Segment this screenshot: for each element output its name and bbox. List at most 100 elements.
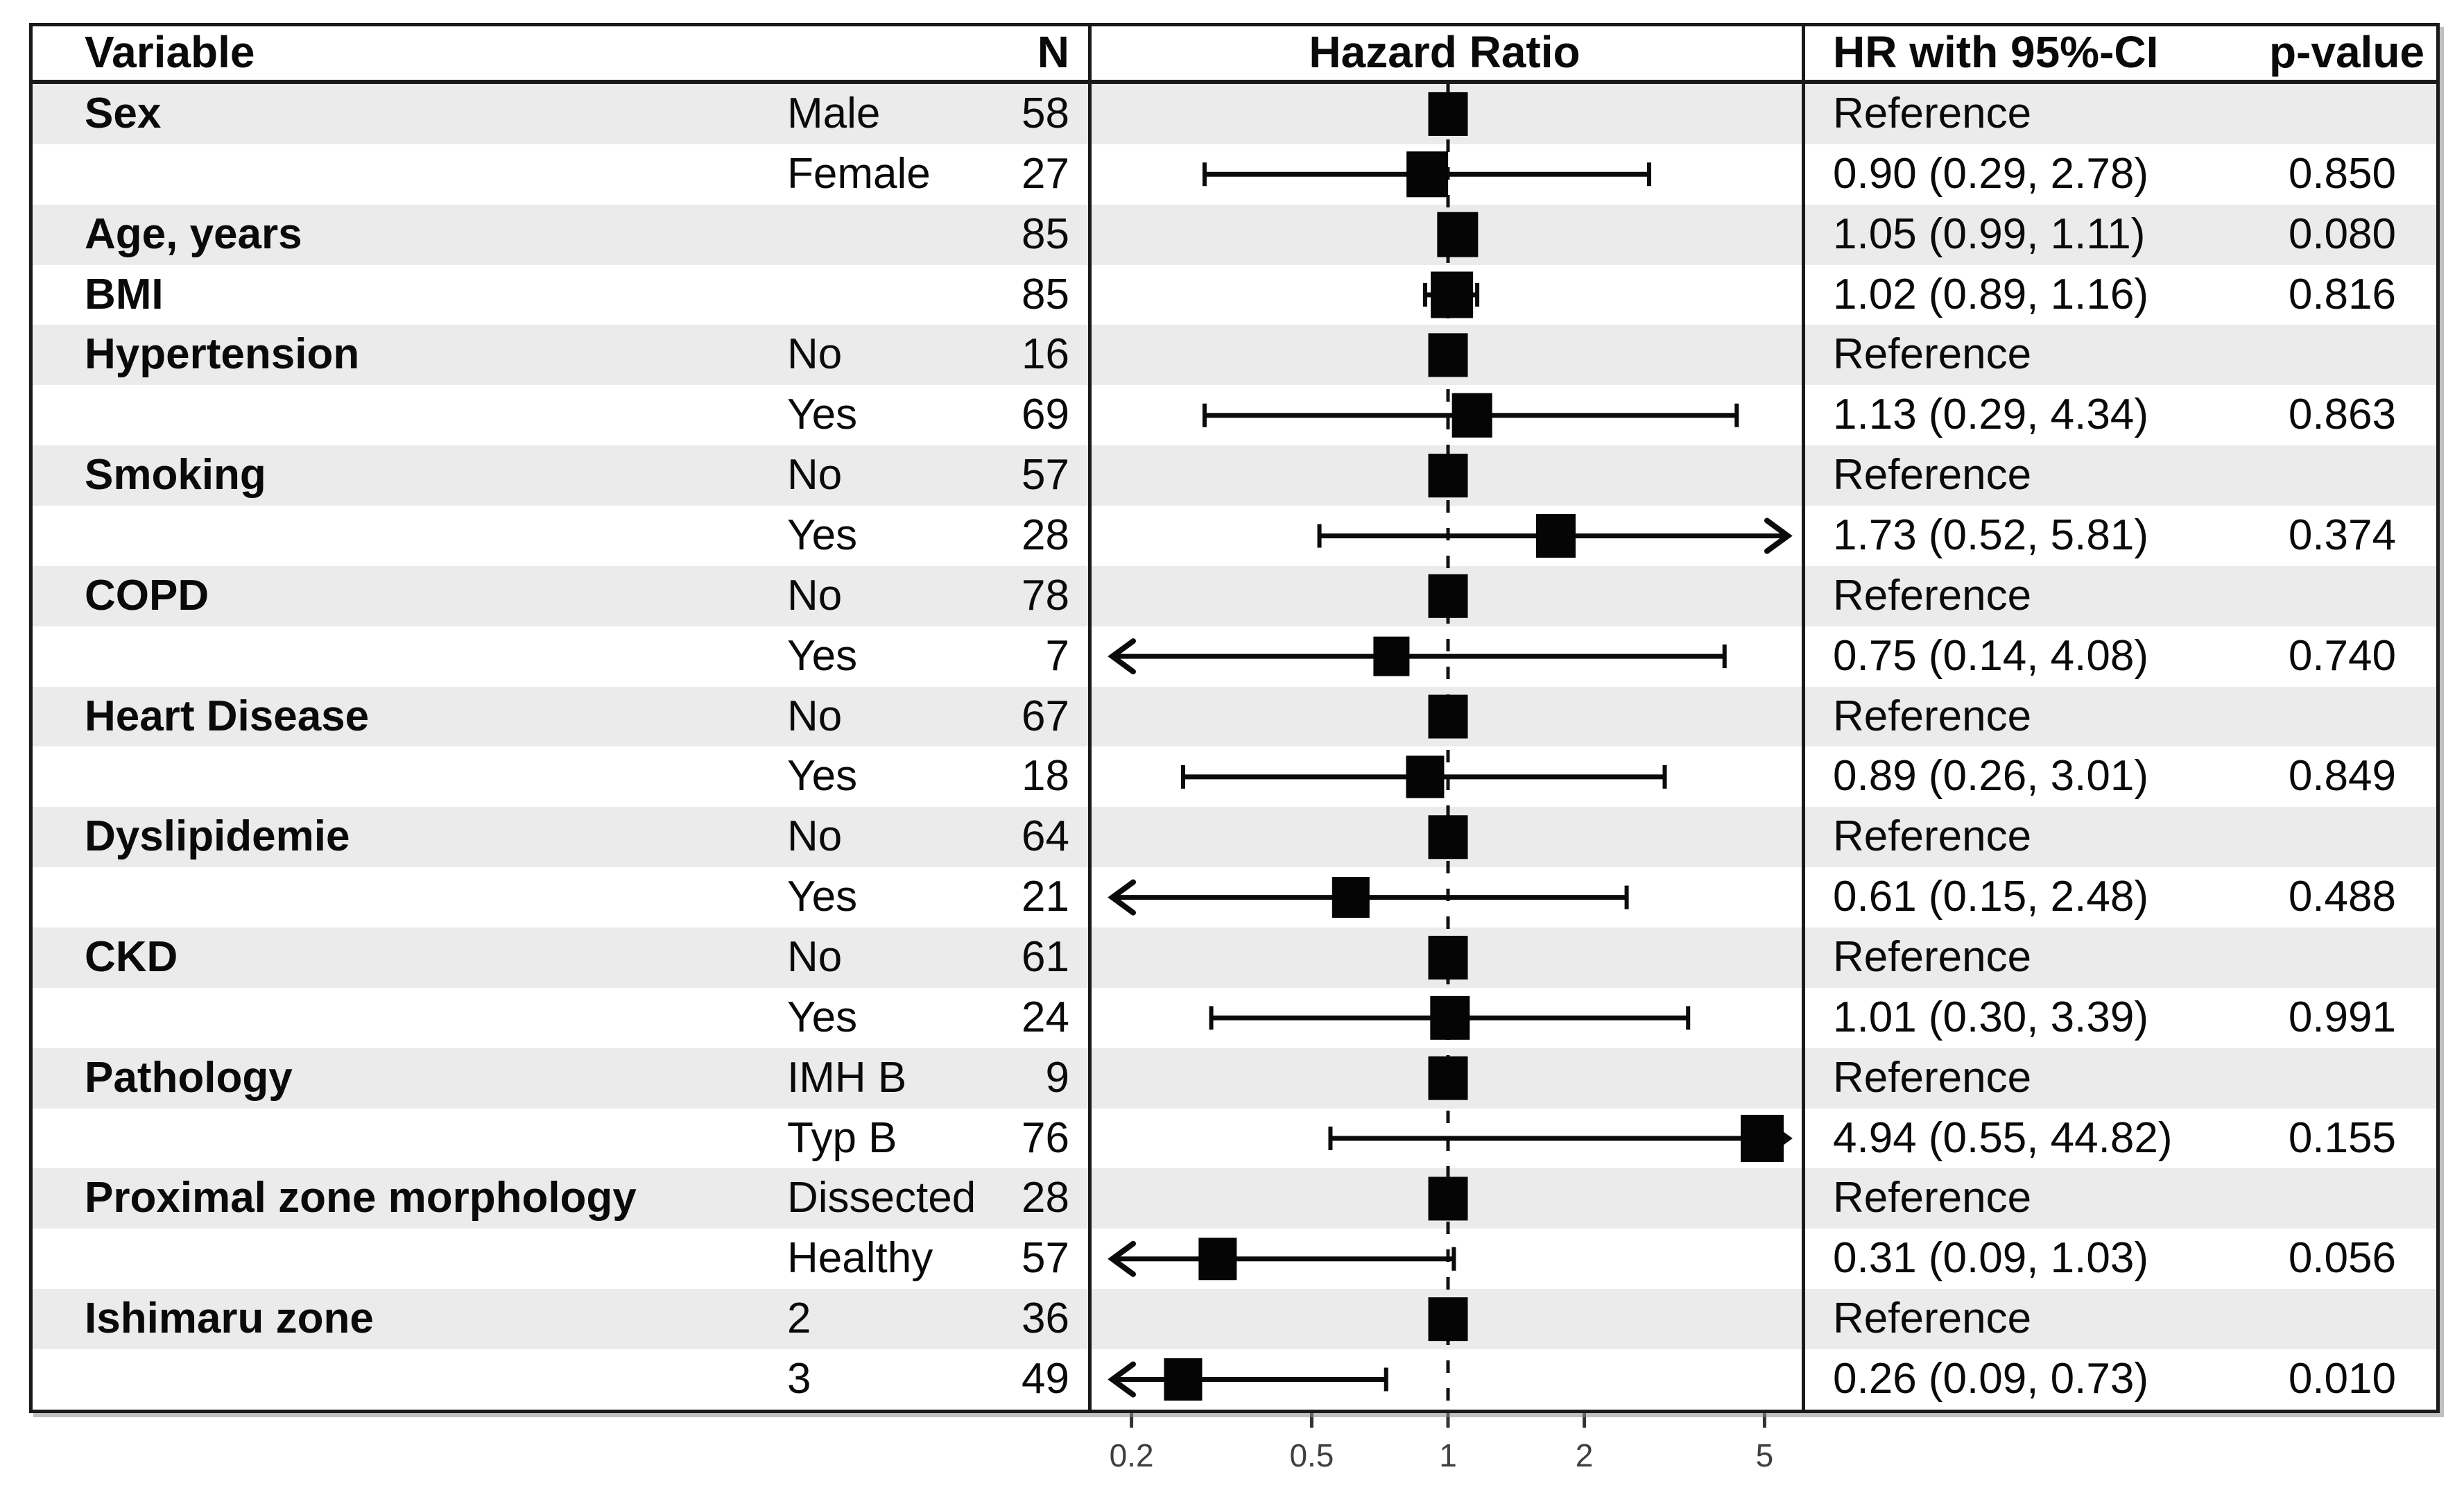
reference-label: Reference: [1833, 451, 2032, 499]
level-label: No: [787, 933, 843, 982]
hr-square-marker: [1373, 636, 1410, 676]
n-value: 49: [1022, 1355, 1069, 1403]
reference-square-marker: [1428, 92, 1468, 136]
p-value: 0.863: [2288, 391, 2396, 439]
column-header-variable: Variable: [85, 27, 255, 77]
table-row-stripe: [33, 1047, 2436, 1109]
variable-label: Proximal zone morphology: [85, 1174, 637, 1222]
hr-square-marker: [1406, 755, 1445, 798]
variable-label: Hypertension: [85, 330, 360, 379]
level-label: No: [787, 330, 843, 379]
n-value: 28: [1022, 511, 1069, 560]
reference-label: Reference: [1833, 692, 2032, 740]
level-label: 3: [787, 1355, 811, 1403]
p-value: 0.488: [2288, 873, 2396, 921]
n-value: 76: [1022, 1113, 1069, 1162]
hr-square-marker: [1198, 1238, 1237, 1281]
reference-square-marker: [1428, 1177, 1468, 1221]
table-row-stripe: [33, 1168, 2436, 1229]
column-header-hr-ci: HR with 95%-CI: [1833, 27, 2159, 77]
reference-label: Reference: [1833, 1174, 2032, 1222]
hr-ci-value: 0.90 (0.29, 2.78): [1833, 149, 2148, 198]
n-value: 36: [1022, 1294, 1069, 1343]
ci-arrow-right: [1764, 518, 1793, 554]
level-label: Typ B: [787, 1113, 897, 1162]
table-row-stripe: [33, 686, 2436, 747]
level-label: Yes: [787, 873, 858, 921]
hr-square-marker: [1437, 212, 1479, 257]
hr-ci-value: 0.75 (0.14, 4.08): [1833, 631, 2148, 680]
axis-tick-label: 5: [1756, 1437, 1774, 1473]
level-label: Yes: [787, 752, 858, 801]
n-value: 64: [1022, 812, 1069, 861]
hr-ci-value: 0.26 (0.09, 0.73): [1833, 1355, 2148, 1403]
p-value: 0.155: [2288, 1113, 2396, 1162]
table-row-stripe: [33, 325, 2436, 386]
reference-square-marker: [1428, 333, 1468, 377]
p-value: 0.080: [2288, 209, 2396, 258]
variable-label: Ishimaru zone: [85, 1294, 374, 1343]
p-value: 0.010: [2288, 1355, 2396, 1403]
ci-arrow-left: [1108, 1361, 1136, 1398]
variable-label: BMI: [85, 270, 164, 318]
variable-label: Sex: [85, 89, 162, 137]
level-label: Yes: [787, 391, 858, 439]
column-header-n: N: [1037, 27, 1069, 77]
level-label: Healthy: [787, 1234, 933, 1283]
n-value: 57: [1022, 451, 1069, 499]
p-value: 0.849: [2288, 752, 2396, 801]
hr-square-marker: [1451, 393, 1492, 438]
level-label: Dissected: [787, 1174, 976, 1222]
header-separator-line: [29, 80, 2440, 84]
hr-square-marker: [1164, 1358, 1203, 1401]
hr-ci-value: 0.61 (0.15, 2.48): [1833, 873, 2148, 921]
p-value: 0.991: [2288, 993, 2396, 1041]
n-value: 9: [1045, 1053, 1069, 1102]
n-value: 69: [1022, 391, 1069, 439]
n-value: 24: [1022, 993, 1069, 1041]
n-value: 27: [1022, 149, 1069, 198]
reference-label: Reference: [1833, 330, 2032, 379]
n-value: 57: [1022, 1234, 1069, 1283]
n-value: 67: [1022, 692, 1069, 740]
level-label: No: [787, 571, 843, 619]
level-label: No: [787, 812, 843, 861]
level-label: No: [787, 692, 843, 740]
hr-ci-value: 0.89 (0.26, 3.01): [1833, 752, 2148, 801]
variable-label: CKD: [85, 933, 178, 982]
hr-square-marker: [1406, 151, 1449, 198]
table-frame: [29, 23, 2440, 1413]
reference-square-marker: [1428, 694, 1468, 739]
level-label: Yes: [787, 511, 858, 560]
level-label: IMH B: [787, 1053, 907, 1102]
variable-label: Age, years: [85, 209, 302, 258]
hr-square-marker: [1535, 513, 1576, 558]
hr-ci-value: 1.01 (0.30, 3.39): [1833, 993, 2148, 1041]
p-value: 0.816: [2288, 270, 2396, 318]
variable-label: Pathology: [85, 1053, 293, 1102]
column-header-p-value: p-value: [2268, 27, 2424, 77]
hr-ci-value: 4.94 (0.55, 44.82): [1833, 1113, 2173, 1162]
hr-ci-value: 0.31 (0.09, 1.03): [1833, 1234, 2148, 1283]
reference-label: Reference: [1833, 571, 2032, 619]
reference-label: Reference: [1833, 812, 2032, 861]
n-value: 61: [1022, 933, 1069, 982]
ci-arrow-left: [1108, 1240, 1136, 1277]
level-label: Yes: [787, 993, 858, 1041]
variable-label: Smoking: [85, 451, 266, 499]
reference-label: Reference: [1833, 933, 2032, 982]
hr-square-marker: [1741, 1115, 1784, 1163]
n-value: 78: [1022, 571, 1069, 619]
ci-arrow-left: [1108, 879, 1136, 916]
p-value: 0.740: [2288, 631, 2396, 680]
hr-square-marker: [1332, 877, 1370, 918]
hr-ci-value: 1.13 (0.29, 4.34): [1833, 391, 2148, 439]
n-value: 85: [1022, 270, 1069, 318]
axis-tick-label: 0.2: [1110, 1437, 1154, 1473]
variable-label: Dyslipidemie: [85, 812, 350, 861]
table-row-stripe: [33, 445, 2436, 506]
table-row-stripe: [33, 1289, 2436, 1350]
axis-tick-label: 1: [1439, 1437, 1457, 1473]
